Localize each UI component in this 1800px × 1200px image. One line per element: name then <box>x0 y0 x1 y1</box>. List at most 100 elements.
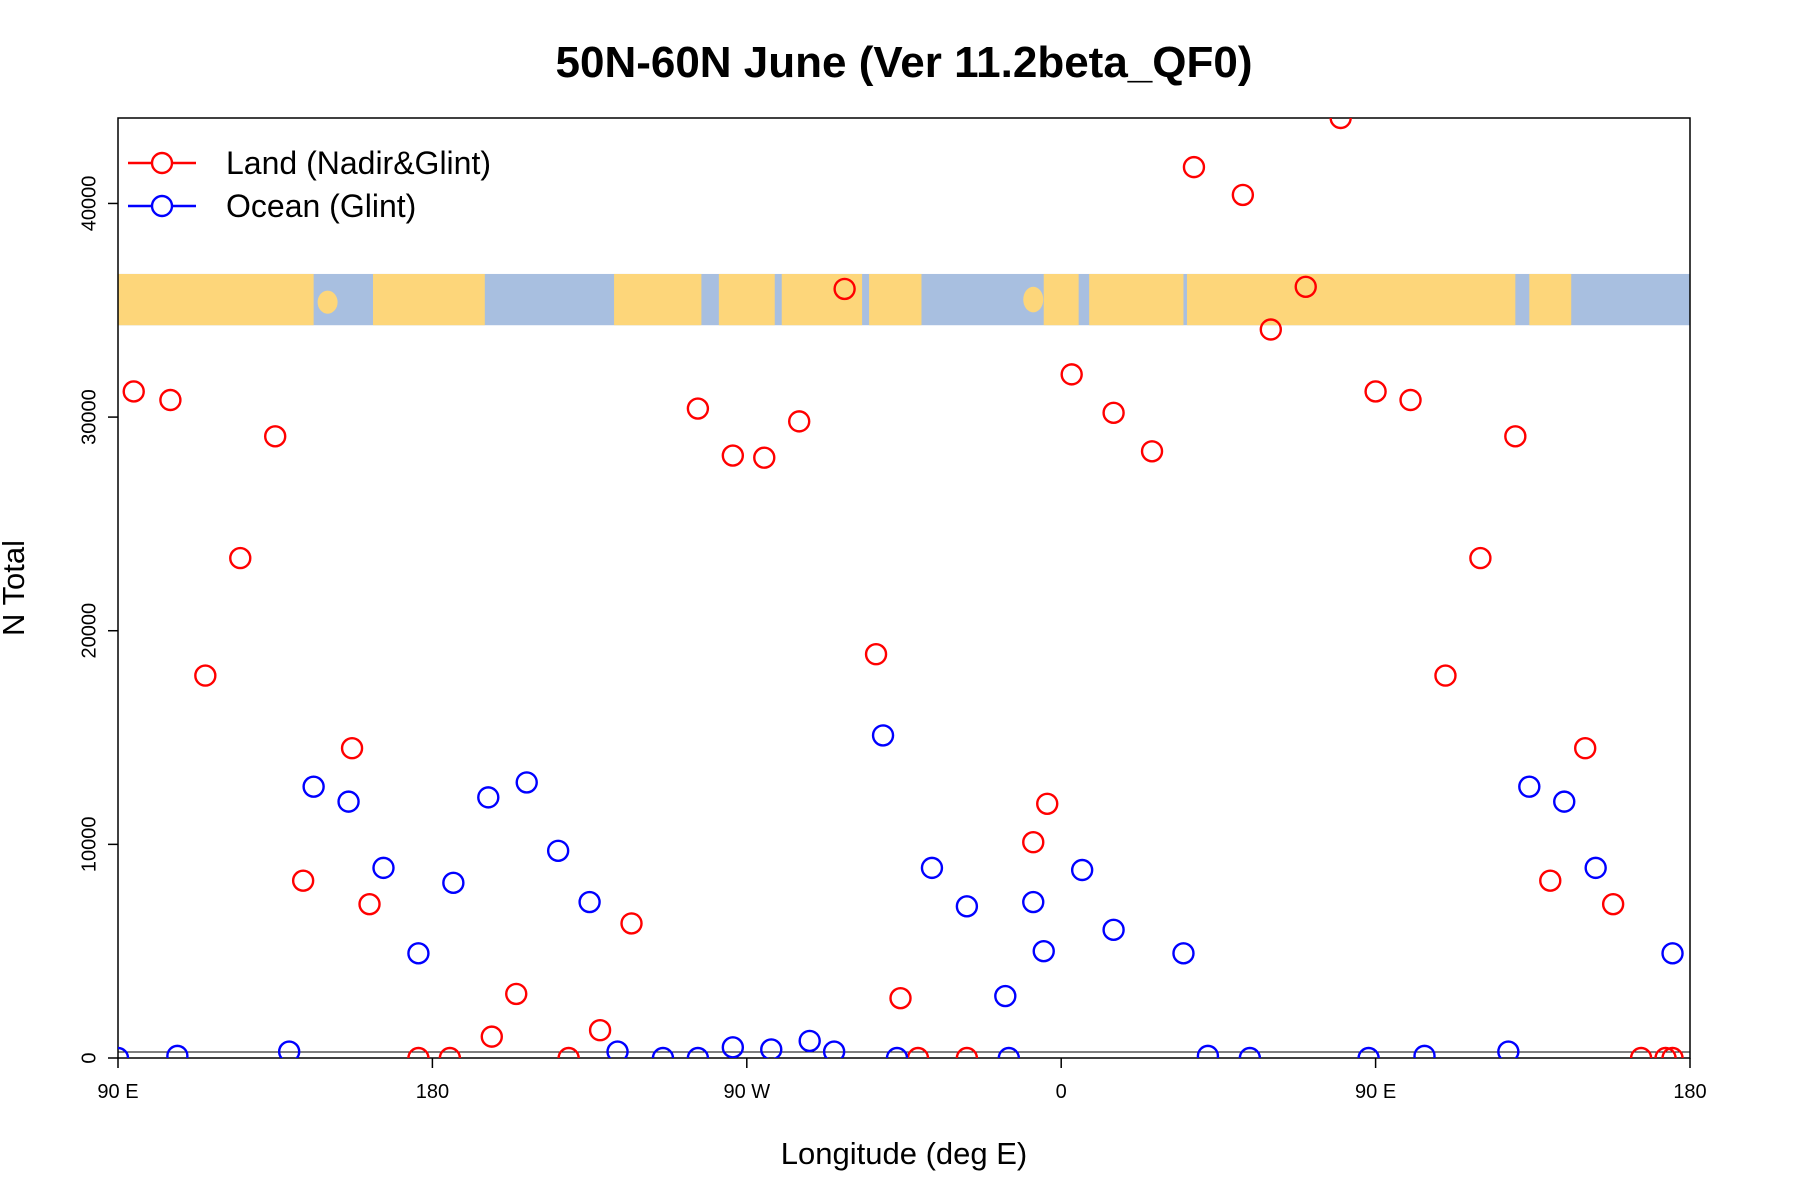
data-point <box>994 984 1017 1008</box>
data-point <box>1294 275 1317 298</box>
data-point <box>407 1046 430 1058</box>
data-point <box>1238 1046 1262 1058</box>
x-axis: 90 E 180 90 W 0 90 E 180 <box>97 1058 1707 1103</box>
data-point <box>997 1046 1020 1058</box>
data-point <box>955 1046 979 1058</box>
data-point <box>337 790 360 813</box>
map-land-segment <box>1089 273 1184 326</box>
data-point <box>291 869 315 892</box>
data-point <box>1102 918 1125 942</box>
data-point <box>1413 1044 1436 1058</box>
x-tick-label: 180 <box>1673 1081 1706 1103</box>
legend-marker <box>150 194 174 218</box>
data-point <box>1601 892 1625 916</box>
data-point <box>122 380 145 403</box>
map-land-segment <box>614 273 702 326</box>
data-point <box>1364 380 1387 403</box>
data-point <box>753 446 776 469</box>
data-point <box>686 397 710 420</box>
data-point <box>166 1044 189 1058</box>
data-point <box>833 277 856 301</box>
data-point <box>1539 869 1562 892</box>
data-point <box>438 1046 462 1058</box>
data-point <box>407 942 430 965</box>
data-point <box>871 724 895 747</box>
data-point <box>1434 664 1457 687</box>
data-point <box>721 1036 745 1058</box>
series-ocean <box>118 724 1684 1058</box>
y-axis-label: N Total <box>0 540 31 636</box>
data-point <box>1573 737 1597 760</box>
data-point <box>1196 1044 1220 1058</box>
data-point <box>788 410 811 433</box>
data-point <box>955 895 979 918</box>
data-point <box>1504 425 1527 448</box>
data-point <box>159 388 182 412</box>
y-tick-label: 40000 <box>78 176 100 232</box>
map-land-segment <box>118 273 314 326</box>
data-point <box>1497 1040 1520 1058</box>
data-point <box>1399 388 1422 412</box>
data-point <box>277 1040 301 1058</box>
data-point <box>1553 790 1576 813</box>
data-point <box>578 890 601 914</box>
series-land <box>122 118 1684 1058</box>
data-point <box>1070 858 1094 882</box>
data-point <box>1140 440 1164 463</box>
data-point <box>1357 1046 1380 1058</box>
data-point <box>372 856 395 880</box>
data-point <box>588 1019 612 1042</box>
legend: Land (Nadir&Glint) Ocean (Glint) <box>128 145 491 224</box>
data-point <box>906 1046 930 1058</box>
data-point <box>1629 1046 1653 1058</box>
data-point <box>194 664 217 687</box>
data-point <box>1032 939 1055 963</box>
data-point <box>1661 1046 1684 1058</box>
data-point <box>606 1040 629 1058</box>
data-point <box>1060 363 1083 386</box>
data-point <box>505 982 528 1006</box>
data-point <box>1654 1046 1677 1058</box>
data-point <box>1231 183 1255 207</box>
x-tick-label: 90 E <box>1355 1081 1396 1103</box>
map-land-segment <box>373 273 485 326</box>
legend-item: Ocean (Glint) <box>128 188 416 224</box>
map-land-segment <box>718 273 775 326</box>
data-point <box>229 546 252 570</box>
legend-marker <box>150 151 174 175</box>
x-axis-label: Longitude (deg E) <box>781 1136 1027 1171</box>
x-tick-label: 90 E <box>97 1081 138 1103</box>
legend-label: Ocean (Glint) <box>226 188 416 224</box>
data-point <box>1172 942 1195 965</box>
data-points <box>118 118 1684 1058</box>
data-point <box>885 1046 909 1058</box>
data-point <box>1469 546 1492 570</box>
x-tick-label: 0 <box>1056 1081 1067 1103</box>
x-tick-label: 90 W <box>723 1081 770 1103</box>
map-land-segment <box>1186 273 1516 326</box>
map-land-detail <box>404 302 425 318</box>
map-land-detail <box>1023 286 1044 313</box>
data-point <box>264 425 287 448</box>
data-point <box>651 1046 675 1058</box>
map-land-detail <box>841 275 862 309</box>
data-point <box>546 839 570 862</box>
data-point <box>302 775 325 798</box>
data-point <box>1022 831 1045 854</box>
data-point <box>477 786 500 809</box>
data-point <box>889 986 912 1010</box>
data-point <box>1584 856 1607 880</box>
plot-frame <box>117 117 1691 1059</box>
data-point <box>1102 401 1125 425</box>
map-land-segment <box>1043 273 1079 326</box>
data-point <box>480 1025 503 1048</box>
data-point <box>442 871 465 895</box>
data-point <box>822 1040 846 1058</box>
data-point <box>1259 318 1283 341</box>
legend-label: Land (Nadir&Glint) <box>226 145 491 181</box>
data-point <box>686 1046 710 1058</box>
data-point <box>864 643 888 666</box>
data-point <box>557 1046 580 1058</box>
y-tick-label: 30000 <box>78 389 100 445</box>
data-point <box>920 856 944 880</box>
